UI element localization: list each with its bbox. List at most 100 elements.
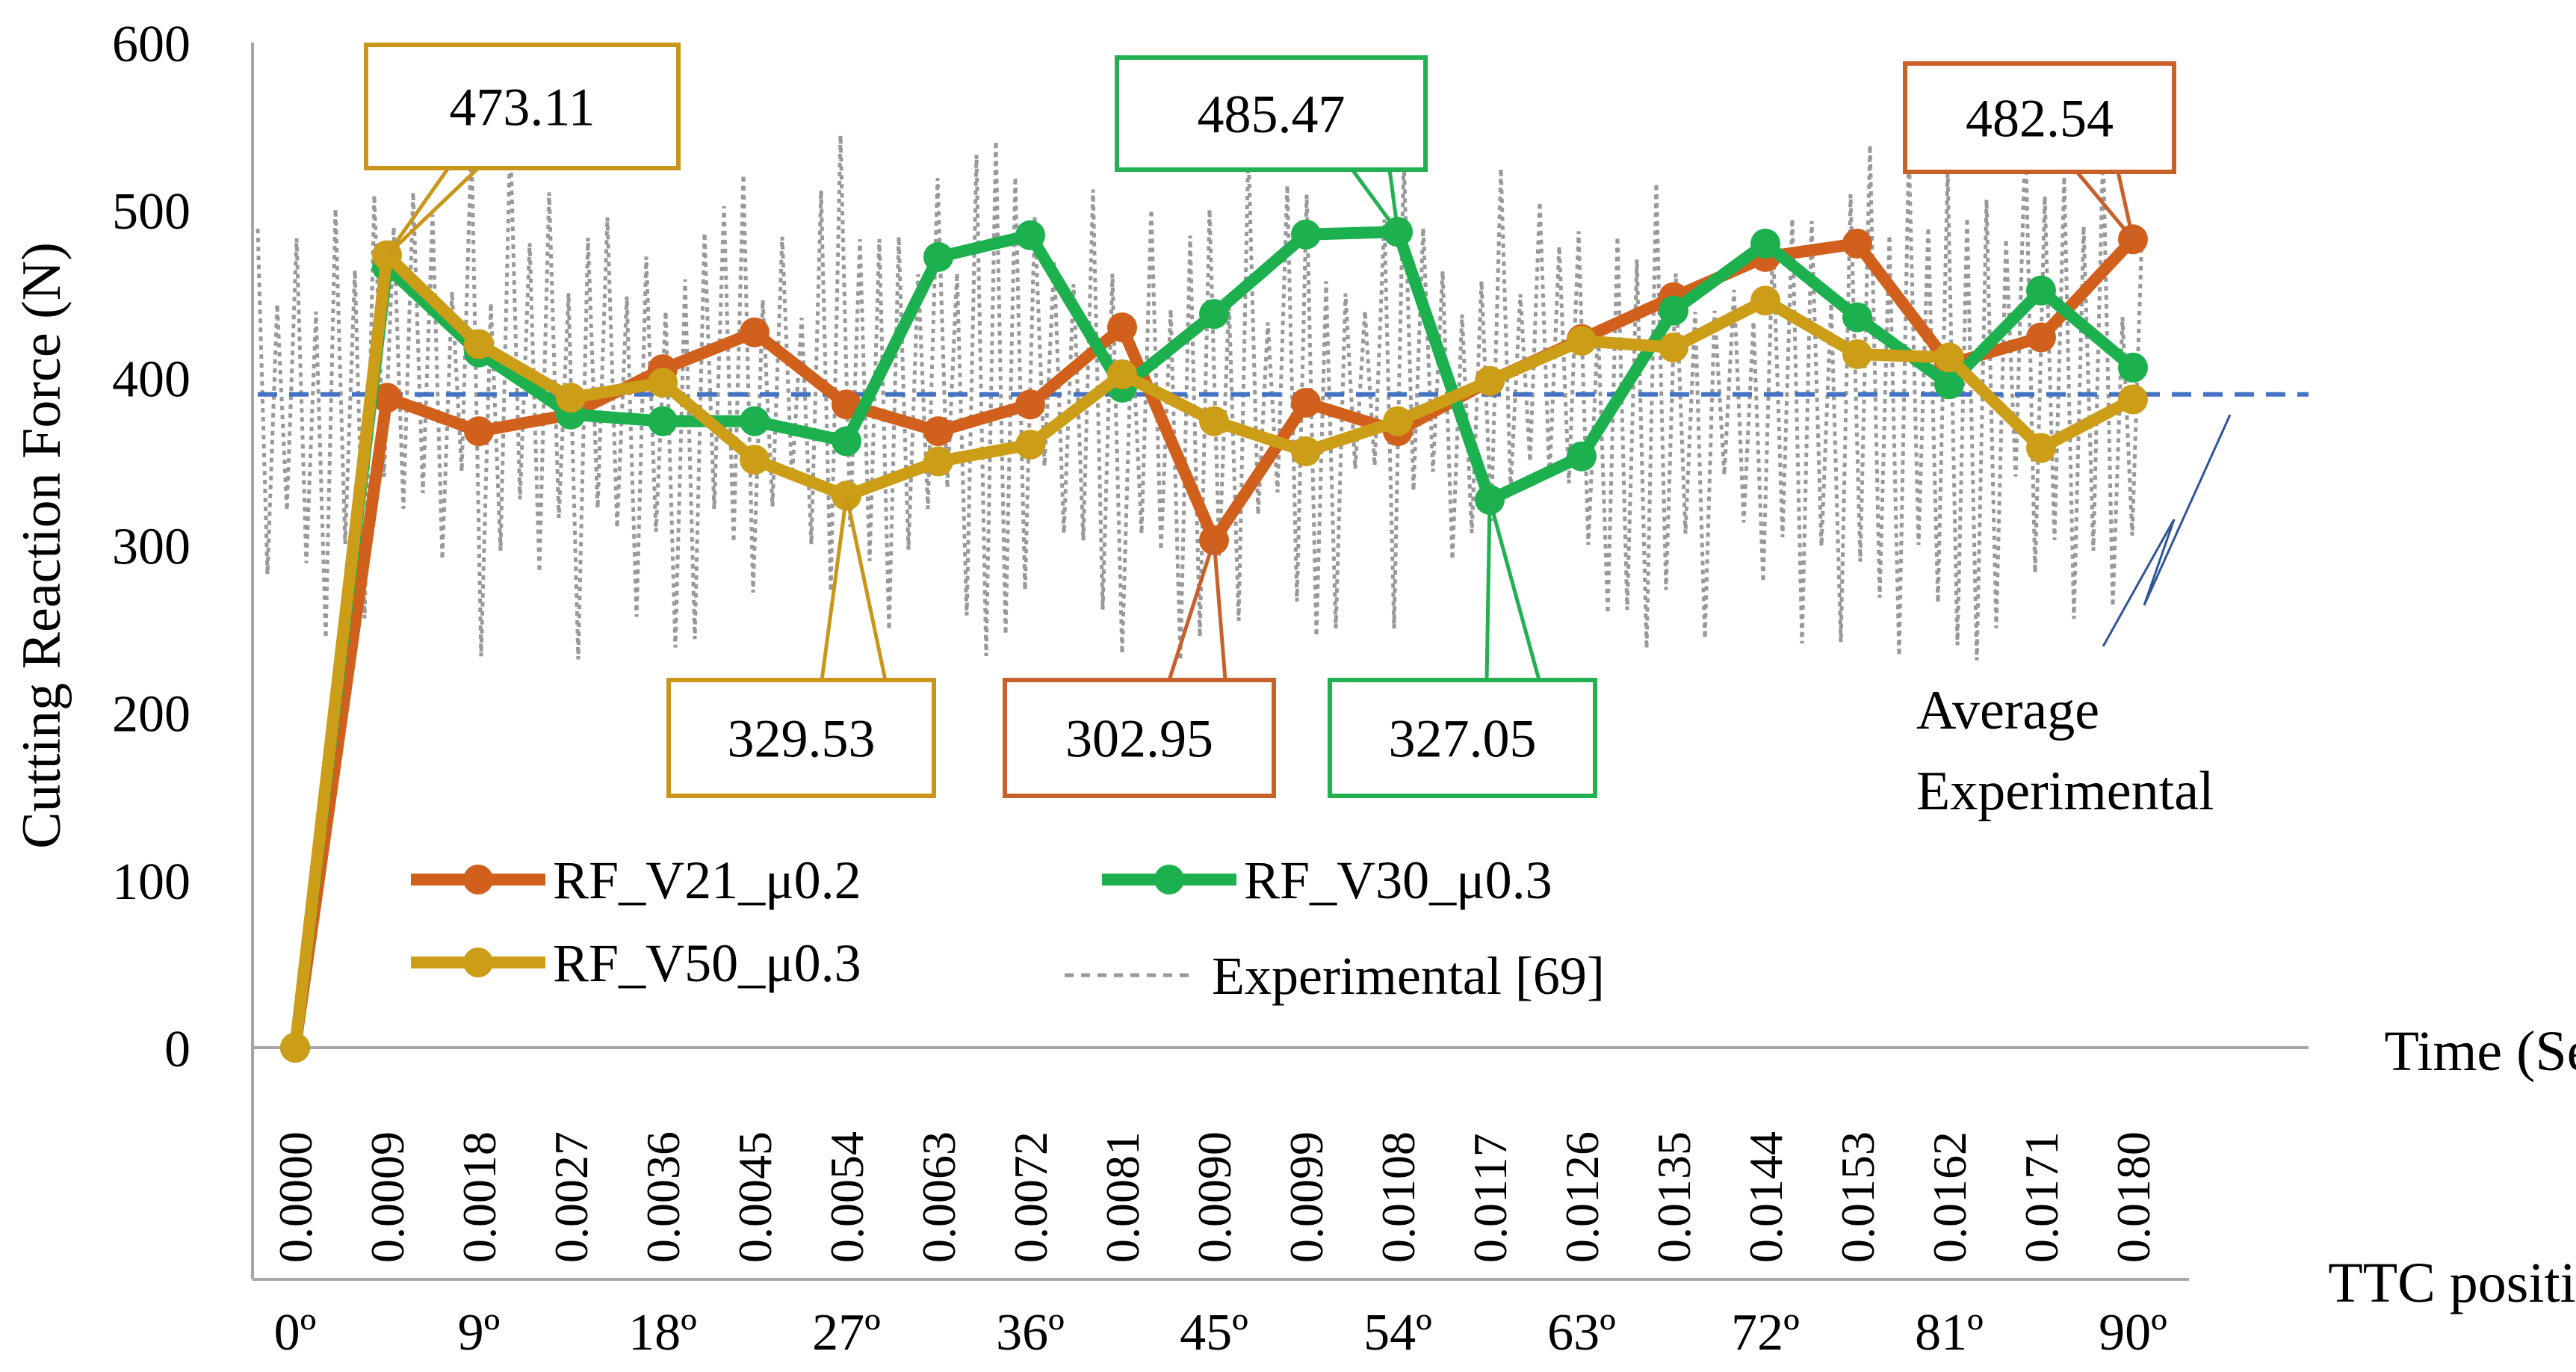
- data-point: [1199, 406, 1229, 436]
- ttc-tick-label: 27º: [812, 1304, 881, 1362]
- data-point: [2026, 322, 2056, 353]
- average-label-line1: Average: [1916, 680, 2099, 741]
- ttc-tick-label: 0º: [274, 1304, 317, 1362]
- callout-label: 482.54: [1966, 89, 2114, 149]
- data-point: [923, 416, 953, 447]
- average-line-group: Average Experimental: [258, 392, 2309, 822]
- data-point: [832, 389, 861, 420]
- x-tick-label: 0.0135: [1647, 1131, 1700, 1263]
- legend-label: Experimental [69]: [1212, 946, 1605, 1006]
- data-point: [372, 383, 402, 413]
- average-label-line2: Experimental: [1916, 761, 2214, 822]
- x-tick-label: 0.0081: [1096, 1131, 1149, 1263]
- data-point: [2118, 352, 2148, 383]
- ttc-tick-label: 36º: [996, 1304, 1065, 1362]
- x-tick-label: 0.0036: [637, 1131, 690, 1263]
- data-point: [2118, 384, 2148, 415]
- data-point: [1659, 332, 1688, 362]
- data-point: [1015, 389, 1045, 420]
- callout-pointer: [385, 167, 480, 257]
- data-point: [280, 1033, 310, 1063]
- data-point: [1383, 406, 1413, 436]
- x-tick-label: 0.0162: [1923, 1131, 1976, 1263]
- callout-pointer: [820, 495, 888, 681]
- legend-swatch-marker: [1154, 865, 1184, 894]
- legend-label: RF_V50_μ0.3: [553, 933, 861, 993]
- data-point: [832, 426, 861, 457]
- data-point: [1015, 430, 1045, 460]
- data-point: [1659, 295, 1688, 326]
- legend-label: RF_V21_μ0.2: [553, 850, 861, 910]
- x-tick-label: 0.0072: [1004, 1131, 1057, 1263]
- callout-label: 485.47: [1198, 84, 1346, 144]
- annotations: 473.11 329.53 302.95 485.47 327.05 482.54: [364, 43, 2176, 798]
- ttc-tick-label: 81º: [1915, 1304, 1984, 1362]
- x-tick-label: 0.0063: [912, 1131, 965, 1263]
- ttc-tick-label: 9º: [458, 1304, 501, 1362]
- x-tick-label: 0.0045: [728, 1131, 781, 1263]
- x-tick-label: 0.0018: [453, 1131, 506, 1263]
- x-tick-label: 0.0153: [1831, 1131, 1884, 1263]
- data-point: [1291, 436, 1321, 466]
- legend-swatch-marker: [463, 865, 493, 894]
- y-tick-label: 600: [112, 16, 191, 73]
- y-tick-label: 300: [112, 519, 191, 576]
- x-tick-label: 0.0180: [2107, 1131, 2160, 1263]
- data-point: [740, 406, 770, 436]
- axis-labels: 0 100 200 300 400 500 600 Cutting Reaction Forc…: [11, 16, 2576, 1362]
- y-tick-label: 0: [164, 1021, 191, 1078]
- y-axis-label: Cutting Reaction Force (N): [11, 242, 72, 849]
- callout-pointer: [1350, 168, 1400, 233]
- ttc-tick-label: 72º: [1731, 1304, 1800, 1362]
- data-point: [1199, 299, 1229, 330]
- ttc-tick-label: 45º: [1180, 1304, 1248, 1362]
- data-point: [2026, 433, 2056, 463]
- data-point: [1291, 219, 1321, 250]
- data-point: [923, 446, 953, 477]
- callout-box: [1328, 678, 1597, 798]
- data-point: [740, 445, 770, 475]
- data-point: [1475, 365, 1505, 396]
- x-tick-label: 0.0027: [545, 1131, 598, 1263]
- data-point: [648, 406, 678, 436]
- callout-box: [1115, 55, 1428, 172]
- callout-label: 327.05: [1389, 709, 1537, 769]
- callout-box: [1003, 678, 1276, 798]
- average-label-leader: [2102, 414, 2232, 647]
- ttc-tick-label: 90º: [2099, 1304, 2167, 1362]
- x-tick-label: 0.0009: [361, 1131, 414, 1263]
- x-tick-label: 0.0144: [1739, 1131, 1792, 1263]
- x-axis-label: Time (Sec): [2384, 1020, 2576, 1083]
- data-point: [1567, 326, 1597, 356]
- callout-pointer: [2075, 170, 2135, 241]
- ttc-tick-label: 18º: [628, 1304, 697, 1362]
- callout-box: [1903, 61, 2176, 174]
- data-point: [1842, 339, 1872, 369]
- data-point: [1934, 369, 1964, 400]
- x-tick-label: 0.0090: [1188, 1131, 1241, 1263]
- axes: [251, 43, 2309, 1281]
- x-tick-label: 0.0054: [820, 1131, 873, 1263]
- callout-label: 302.95: [1065, 709, 1213, 769]
- x-tick-label: 0.0099: [1280, 1131, 1333, 1263]
- data-point: [2026, 275, 2056, 306]
- x-tick-label: 0.0108: [1372, 1131, 1425, 1263]
- callout-pointer: [1484, 499, 1541, 681]
- x-tick-label: 0.0117: [1464, 1133, 1517, 1263]
- data-point: [1291, 387, 1321, 418]
- data-point: [1015, 220, 1045, 250]
- data-point: [464, 329, 494, 359]
- data-point: [1750, 285, 1780, 316]
- data-point: [1750, 229, 1780, 259]
- data-point: [923, 241, 953, 272]
- y-tick-label: 400: [112, 350, 191, 408]
- callout-label: 329.53: [728, 709, 876, 769]
- data-point: [1934, 342, 1964, 373]
- callout-pointer: [1167, 540, 1227, 681]
- data-point: [1567, 441, 1597, 472]
- legend-label: RF_V30_μ0.3: [1244, 850, 1552, 910]
- data-point: [740, 317, 770, 347]
- legend: RF_V21_μ0.2 RF_V30_μ0.3 RF_V50_μ0.3 Experim…: [411, 850, 1605, 1006]
- ttc-tick-label: 63º: [1547, 1304, 1616, 1362]
